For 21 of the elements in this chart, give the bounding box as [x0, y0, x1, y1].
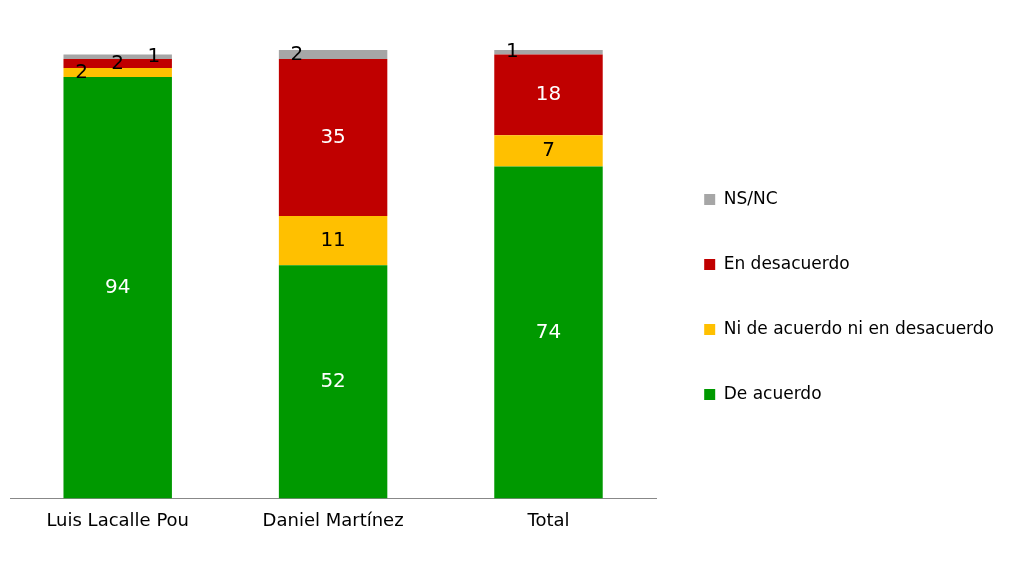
bar: [494, 135, 603, 167]
data-label: 35: [320, 123, 346, 148]
legend-label: NS/NC: [723, 187, 778, 208]
data-label: 94: [104, 273, 131, 298]
data-label: 11: [320, 226, 346, 251]
data-label: 18: [535, 81, 562, 106]
legend-label: Ni de acuerdo ni en desacuerdo: [723, 317, 995, 338]
x-tick-label: Total: [526, 508, 570, 530]
legend-label: En desacuerdo: [723, 252, 850, 273]
legend-label: De acuerdo: [723, 382, 822, 403]
bar: [278, 58, 388, 216]
x-tick-label: Luis Lacalle Pou: [46, 508, 190, 530]
x-tick-label: Daniel Martínez: [262, 508, 404, 530]
data-label: 74: [535, 318, 562, 343]
data-label: 2: [290, 40, 304, 65]
data-label: 7: [542, 137, 555, 162]
bar: [63, 76, 172, 499]
bar: [278, 265, 388, 499]
data-label: 52: [320, 368, 346, 393]
bar: [278, 215, 388, 266]
bar: [494, 166, 603, 499]
